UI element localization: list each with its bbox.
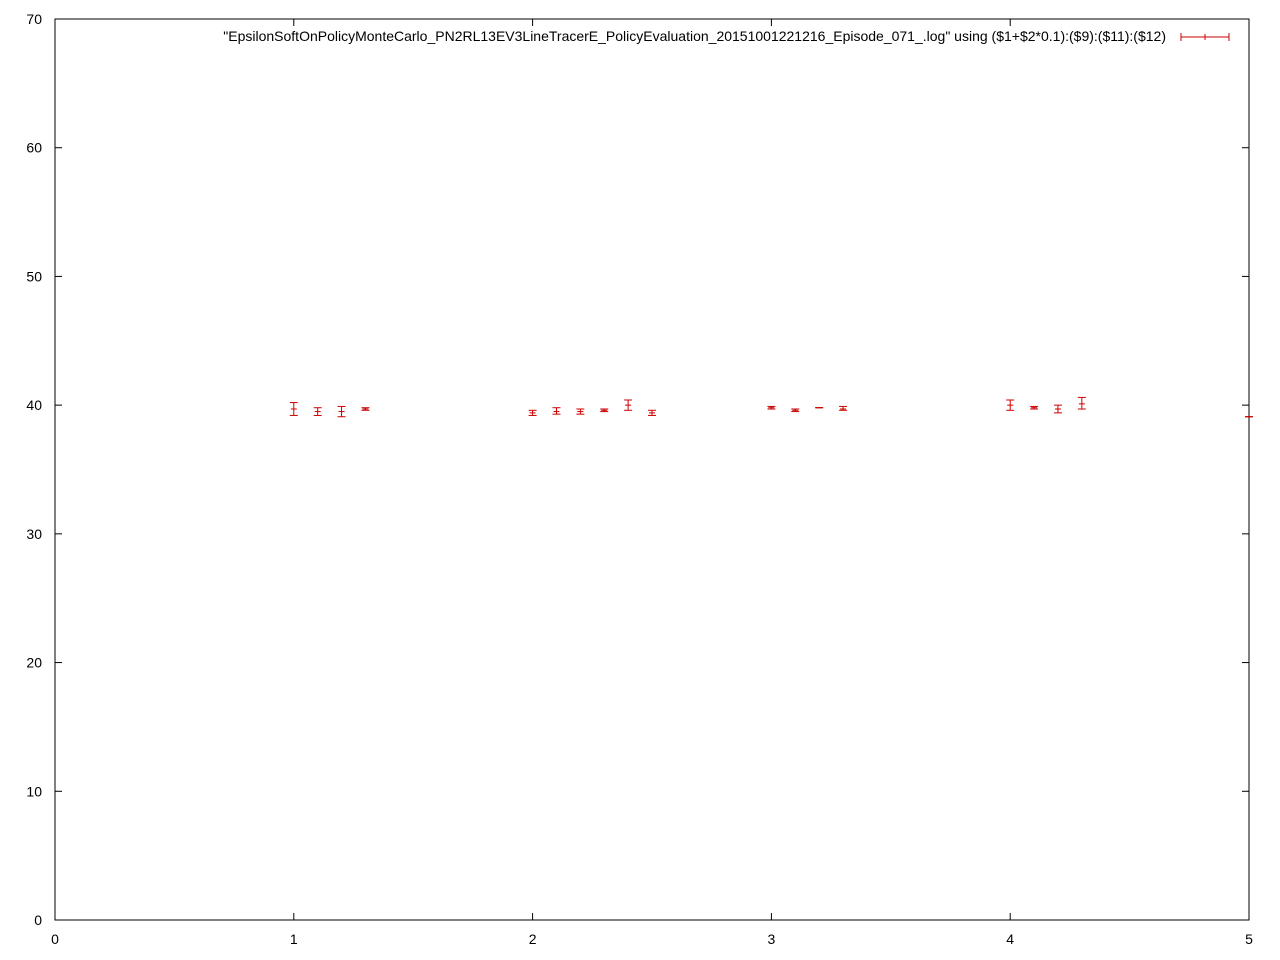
errorbar-point bbox=[528, 409, 537, 416]
errorbar-point bbox=[648, 409, 656, 416]
errorbar-point bbox=[313, 407, 322, 416]
y-tick-label: 70 bbox=[26, 11, 42, 27]
x-axis: 0 1 2 3 4 5 bbox=[51, 19, 1253, 947]
errorbar-point bbox=[1006, 399, 1015, 411]
series-errorbars bbox=[289, 396, 1253, 418]
errorbar-point bbox=[624, 399, 633, 411]
x-tick-label: 5 bbox=[1245, 931, 1253, 947]
y-tick-label: 10 bbox=[26, 783, 42, 799]
y-axis: 0 10 20 30 40 50 60 70 bbox=[26, 11, 1249, 928]
y-tick-label: 20 bbox=[26, 655, 42, 671]
errorbar-point bbox=[552, 407, 561, 415]
x-tick-label: 2 bbox=[529, 931, 537, 947]
errorbar-point bbox=[1053, 404, 1062, 414]
y-tick-label: 30 bbox=[26, 526, 42, 542]
errorbar-point bbox=[337, 405, 346, 418]
y-tick-label: 40 bbox=[26, 397, 42, 413]
legend-label: "EpsilonSoftOnPolicyMonteCarlo_PN2RL13EV… bbox=[223, 28, 1166, 44]
errorbar-point bbox=[839, 405, 848, 411]
y-tick-label: 0 bbox=[34, 912, 42, 928]
errorbar-point bbox=[600, 408, 609, 413]
errorbar-point bbox=[361, 407, 370, 411]
x-tick-label: 0 bbox=[51, 931, 59, 947]
errorbar-point bbox=[1030, 405, 1039, 410]
errorbar-point bbox=[767, 405, 776, 410]
y-tick-label: 60 bbox=[26, 140, 42, 156]
errorbar-point bbox=[576, 408, 585, 415]
legend: "EpsilonSoftOnPolicyMonteCarlo_PN2RL13EV… bbox=[223, 28, 1230, 44]
errorbar-point bbox=[1077, 396, 1086, 410]
legend-key bbox=[1180, 33, 1230, 41]
errorbar-point bbox=[791, 408, 800, 413]
x-tick-label: 4 bbox=[1006, 931, 1014, 947]
errorbar-point bbox=[289, 402, 298, 416]
plot-frame bbox=[54, 18, 1250, 921]
y-tick-label: 50 bbox=[26, 268, 42, 284]
x-tick-label: 3 bbox=[768, 931, 776, 947]
x-tick-label: 1 bbox=[290, 931, 298, 947]
